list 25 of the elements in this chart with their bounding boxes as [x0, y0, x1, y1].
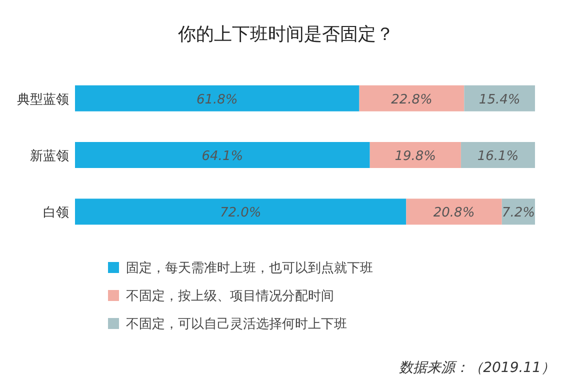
chart-title: 你的上下班时间是否固定？	[177, 24, 394, 45]
bar	[464, 85, 535, 112]
bar	[460, 142, 535, 168]
bar	[370, 142, 461, 168]
data-label: 7.2%	[502, 206, 535, 221]
bar	[75, 142, 370, 168]
y-tick-label: 新蓝领	[30, 149, 69, 164]
data-label: 22.8%	[391, 92, 432, 108]
y-tick-label: 白领	[43, 206, 69, 221]
data-label: 64.1%	[202, 149, 244, 164]
data-label: 20.8%	[433, 206, 475, 221]
data-label: 72.0%	[220, 206, 262, 221]
bar	[75, 85, 360, 112]
legend-label: 不固定，按上级、项目情况分配时间	[126, 289, 334, 304]
bar	[406, 198, 502, 225]
legend-label: 固定，每天需准时上班，也可以到点就下班	[126, 261, 373, 276]
bar	[359, 85, 464, 112]
bar	[75, 198, 406, 225]
y-tick-label: 典型蓝领	[17, 92, 69, 108]
legend-label: 不固定，可以自己灵活选择何时上下班	[126, 317, 347, 332]
data-label: 61.8%	[196, 92, 238, 108]
data-label: 15.4%	[478, 92, 520, 108]
data-label: 19.8%	[394, 149, 436, 164]
source-note: 数据来源：（2019.11）	[399, 360, 555, 376]
data-label: 16.1%	[477, 149, 519, 164]
